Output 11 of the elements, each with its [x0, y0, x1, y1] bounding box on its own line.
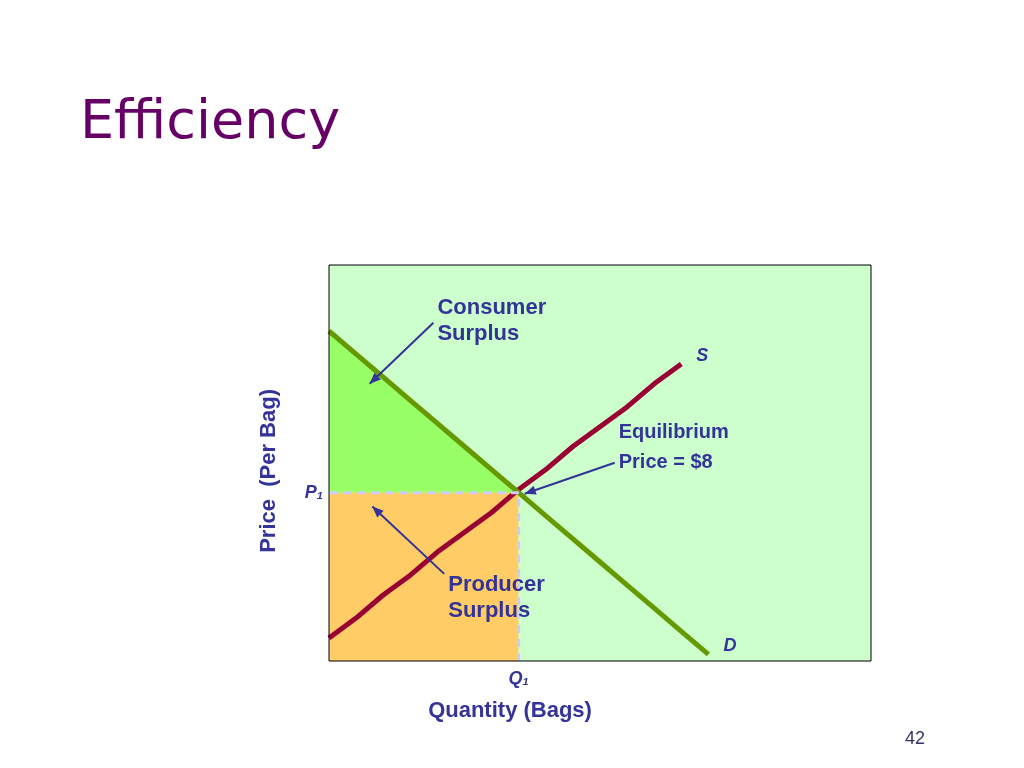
series-label: D [723, 635, 737, 656]
text: Consumer Surplus [437, 293, 547, 345]
text: 42 [905, 728, 926, 749]
series-label: Producer Surplus [448, 570, 546, 622]
annotation: Equilibrium Price = $8 [618, 420, 729, 473]
text: Q₁ [508, 667, 529, 688]
y-axis-title: Price (Per Bag) [255, 389, 281, 553]
x-axis-title: Quantity (Bags) [428, 697, 592, 723]
series-label: S [696, 344, 709, 365]
chart-title: Efficiency [80, 88, 341, 151]
ref-line-label: P₁ [304, 481, 323, 502]
